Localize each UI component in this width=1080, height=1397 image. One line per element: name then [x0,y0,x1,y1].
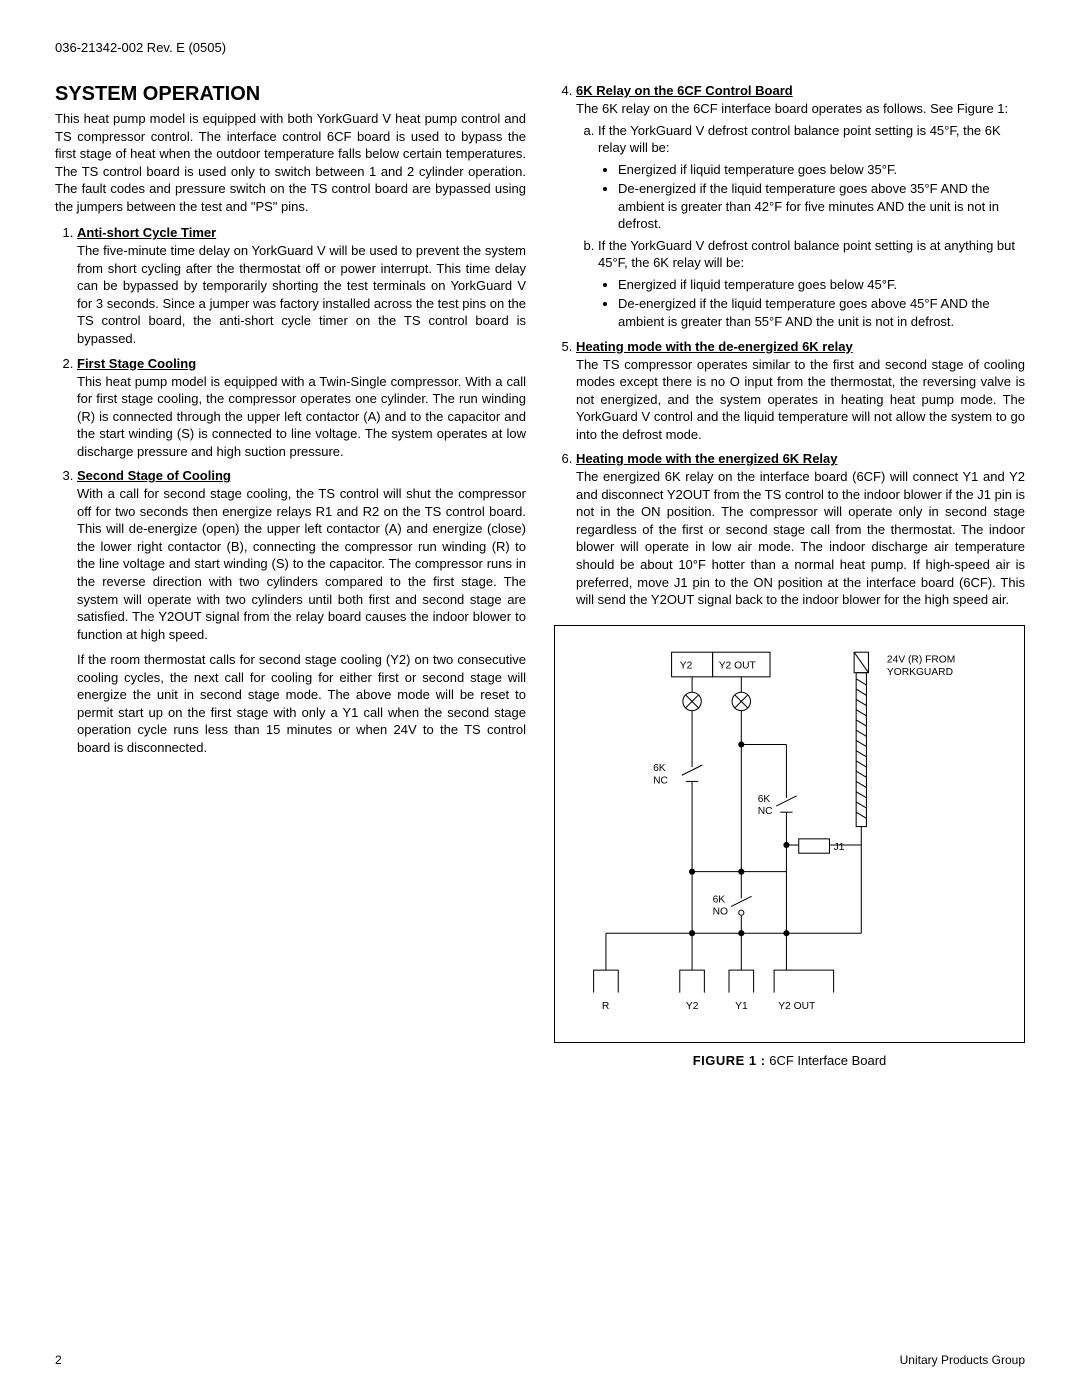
figure-label: FIGURE 1 : [693,1053,766,1068]
circuit-diagram: Y2 Y2 OUT 24V (R) FROM Y [569,644,1010,1023]
right-column: 6K Relay on the 6CF Control Board The 6K… [554,83,1025,1068]
bullet-list: Energized if liquid temperature goes bel… [598,161,1025,233]
label-6k-no1: 6K [713,894,726,905]
list-item: 6K Relay on the 6CF Control Board The 6K… [576,83,1025,331]
label-r-bottom: R [602,1001,609,1012]
label-y2out-bottom: Y2 OUT [778,1001,816,1012]
alpha-item-text: If the YorkGuard V defrost control balan… [598,123,1001,156]
list-item: Heating mode with the de-energized 6K re… [576,339,1025,444]
section-title: SYSTEM OPERATION [55,83,526,106]
two-column-layout: SYSTEM OPERATION This heat pump model is… [55,83,1025,1068]
label-j1: J1 [834,842,845,853]
figure-1-box: Y2 Y2 OUT 24V (R) FROM Y [554,625,1025,1043]
label-24v-2: YORKGUARD [887,666,953,677]
list-item: Second Stage of Cooling With a call for … [77,468,526,756]
label-y2-top: Y2 [680,660,693,671]
list-item: Anti-short Cycle Timer The five-minute t… [77,225,526,347]
figure-title-text: 6CF Interface Board [769,1053,886,1068]
list-item-lead: The 6K relay on the 6CF interface board … [576,100,1025,118]
label-6k: 6K [653,763,666,774]
list-item-title: Heating mode with the energized 6K Relay [576,451,838,466]
label-y2-bottom: Y2 [686,1001,699,1012]
bullet-item: De-energized if the liquid temperature g… [618,295,1025,330]
page: 036-21342-002 Rev. E (0505) SYSTEM OPERA… [0,0,1080,1397]
label-y2out-top: Y2 OUT [719,660,757,671]
list-item-title: First Stage Cooling [77,356,196,371]
bullet-list: Energized if liquid temperature goes bel… [598,276,1025,331]
list-item-body: The TS compressor operates similar to th… [576,356,1025,444]
alpha-item: If the YorkGuard V defrost control balan… [598,237,1025,331]
numbered-list-left: Anti-short Cycle Timer The five-minute t… [55,225,526,756]
footer-group: Unitary Products Group [900,1353,1025,1367]
list-item: First Stage Cooling This heat pump model… [77,356,526,461]
list-item-body: The energized 6K relay on the interface … [576,468,1025,608]
document-id: 036-21342-002 Rev. E (0505) [55,40,1025,55]
label-24v-1: 24V (R) FROM [887,654,955,665]
bullet-item: Energized if liquid temperature goes bel… [618,276,1025,294]
list-item-body: This heat pump model is equipped with a … [77,373,526,461]
list-item-title: Second Stage of Cooling [77,468,231,483]
list-item-title: Anti-short Cycle Timer [77,225,216,240]
list-item-body: With a call for second stage cooling, th… [77,485,526,643]
list-item-body-2: If the room thermostat calls for second … [77,651,526,756]
page-footer: 2 Unitary Products Group [55,1353,1025,1367]
list-item-body: The five-minute time delay on YorkGuard … [77,242,526,347]
label-nc-right: NC [758,806,773,817]
alpha-item: If the YorkGuard V defrost control balan… [598,122,1025,233]
label-6k-no2: NO [713,906,728,917]
bullet-item: De-energized if the liquid temperature g… [618,180,1025,233]
numbered-list-right: 6K Relay on the 6CF Control Board The 6K… [554,83,1025,609]
label-6k-r: 6K [758,794,771,805]
figure-caption: FIGURE 1 : 6CF Interface Board [554,1053,1025,1068]
label-nc-left: NC [653,775,668,786]
list-item: Heating mode with the energized 6K Relay… [576,451,1025,608]
label-y1-bottom: Y1 [735,1001,748,1012]
alpha-sublist: If the YorkGuard V defrost control balan… [576,122,1025,331]
alpha-item-text: If the YorkGuard V defrost control balan… [598,238,1015,271]
list-item-title: Heating mode with the de-energized 6K re… [576,339,853,354]
page-number: 2 [55,1353,62,1367]
bullet-item: Energized if liquid temperature goes bel… [618,161,1025,179]
list-item-title: 6K Relay on the 6CF Control Board [576,83,793,98]
intro-paragraph: This heat pump model is equipped with bo… [55,110,526,215]
left-column: SYSTEM OPERATION This heat pump model is… [55,83,526,1068]
